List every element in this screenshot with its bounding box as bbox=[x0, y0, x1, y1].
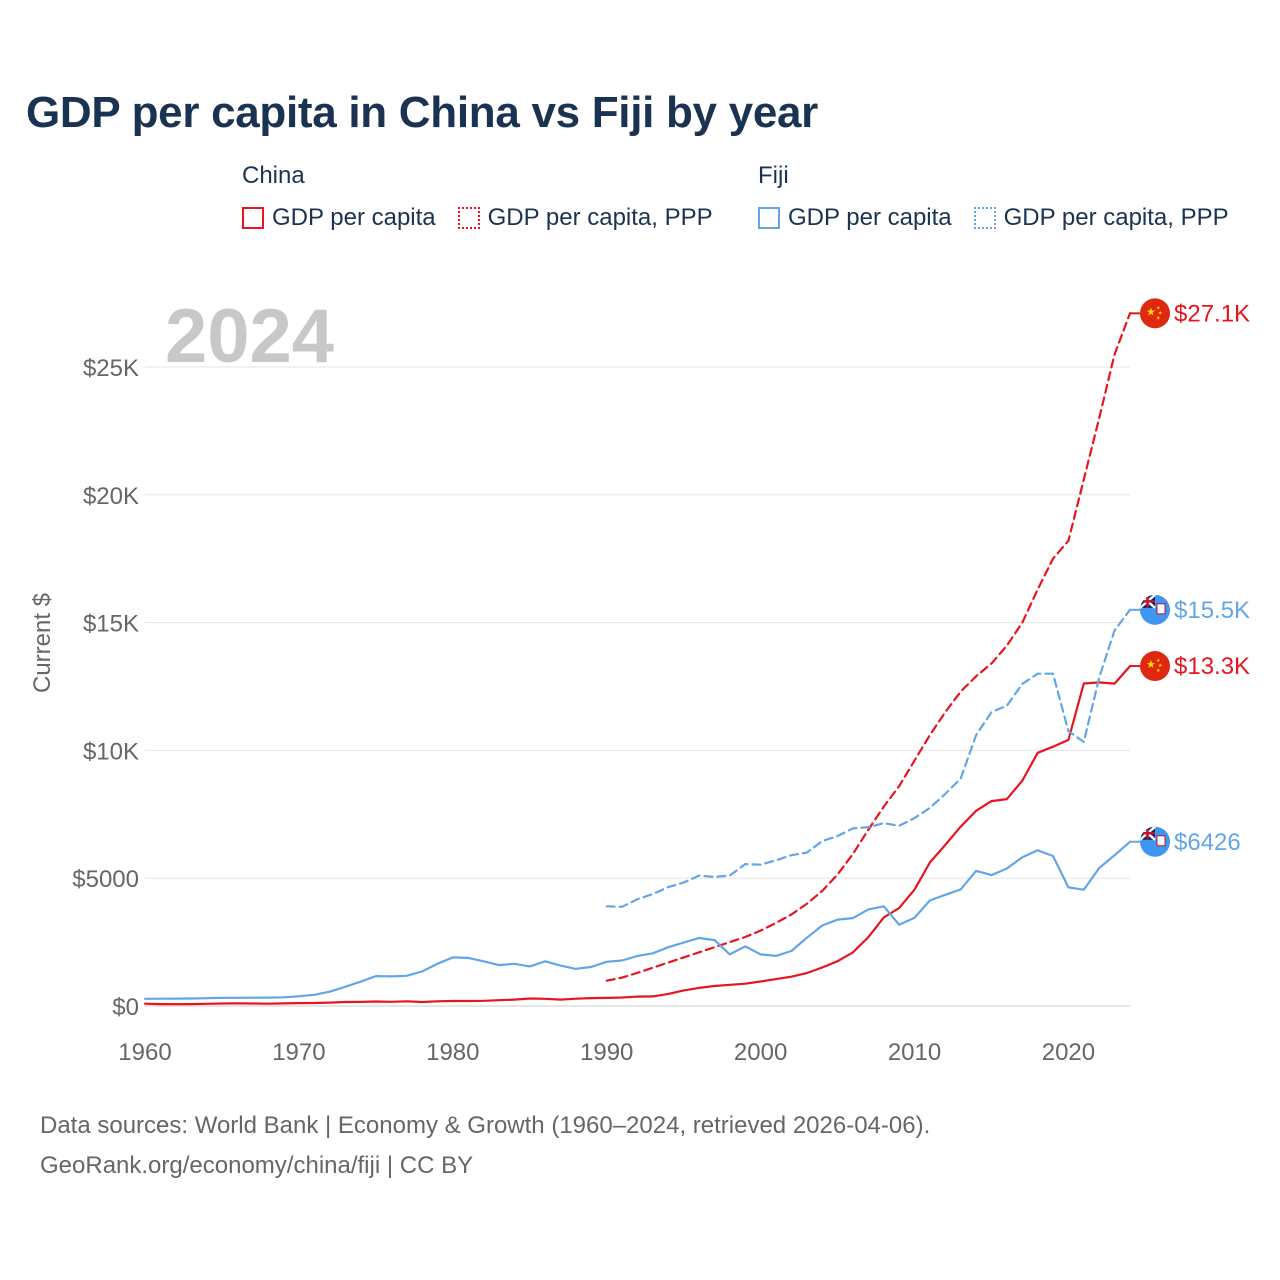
source-link[interactable]: GeoRank.org/economy/china/fiji | CC BY bbox=[40, 1152, 474, 1179]
y-tick-label: $20K bbox=[83, 483, 139, 510]
fiji-flag-icon bbox=[1140, 826, 1170, 857]
y-tick-label: $25K bbox=[83, 355, 139, 382]
page-title: GDP per capita in China vs Fiji by year bbox=[26, 88, 818, 137]
x-tick-label: 1960 bbox=[118, 1039, 171, 1066]
end-value-label: $6426 bbox=[1174, 829, 1241, 856]
legend-group-title: China bbox=[242, 162, 305, 189]
x-tick-label: 1970 bbox=[272, 1039, 325, 1066]
svg-text:★: ★ bbox=[1156, 668, 1161, 674]
series bbox=[143, 312, 1140, 1006]
legend-swatch-dotted-icon bbox=[973, 207, 996, 229]
svg-text:★: ★ bbox=[1156, 305, 1161, 311]
legend-item-label: GDP per capita, PPP bbox=[1003, 204, 1229, 231]
legend-group-title: Fiji bbox=[758, 162, 789, 189]
end-value-label: $13.3K bbox=[1174, 653, 1250, 680]
y-tick-label: $0 bbox=[112, 994, 139, 1021]
end-value-label: $15.5K bbox=[1174, 597, 1250, 624]
legend-item-china-gdp-ppp[interactable]: GDP per capita, PPP bbox=[457, 204, 713, 232]
svg-text:★: ★ bbox=[1156, 315, 1161, 321]
y-tick-label: $5000 bbox=[72, 866, 139, 893]
y-tick-label: $15K bbox=[83, 611, 139, 638]
grid bbox=[145, 366, 1130, 1007]
x-tick-label: 1990 bbox=[580, 1039, 633, 1066]
series-line-china-gdp-per-capita[interactable] bbox=[143, 664, 1132, 1006]
y-axis-title: Current $ bbox=[29, 593, 56, 693]
legend-swatch-dotted-icon bbox=[457, 207, 480, 229]
x-tick-label: 2000 bbox=[734, 1039, 787, 1066]
y-axis: $0 $5000 $10K $15K $20K $25K bbox=[72, 355, 139, 1021]
svg-text:★: ★ bbox=[1158, 310, 1163, 316]
china-flag-icon: ★ ★★★ bbox=[1140, 651, 1170, 682]
legend-group-fiji: Fiji GDP per capita GDP per capita, PPP bbox=[758, 162, 1229, 232]
series-line-fiji-gdp-per-capita-ppp[interactable] bbox=[605, 608, 1132, 908]
series-line-fiji-gdp-per-capita[interactable] bbox=[143, 840, 1132, 1000]
data-sources: Data sources: World Bank | Economy & Gro… bbox=[40, 1106, 930, 1186]
series-line-china-gdp-per-capita-ppp[interactable] bbox=[605, 312, 1132, 982]
x-tick-label: 2010 bbox=[888, 1039, 941, 1066]
legend-item-label: GDP per capita, PPP bbox=[487, 204, 713, 231]
source-line: Data sources: World Bank | Economy & Gro… bbox=[40, 1112, 931, 1139]
legend-group-china: China GDP per capita GDP per capita, PPP bbox=[242, 162, 713, 232]
china-flag-icon: ★ ★★★ bbox=[1140, 298, 1170, 329]
end-labels: ★ ★★★ $13.3K★ ★★★ $27.1K$6426$15.5K bbox=[1140, 298, 1250, 857]
x-tick-label: 2020 bbox=[1042, 1039, 1095, 1066]
legend-item-fiji-gdp[interactable]: GDP per capita bbox=[758, 204, 952, 232]
legend-swatch-solid-icon bbox=[242, 207, 264, 229]
legend-item-label: GDP per capita bbox=[788, 204, 952, 231]
svg-text:★: ★ bbox=[1146, 305, 1156, 318]
end-value-label: $27.1K bbox=[1174, 300, 1250, 327]
x-axis: 1960 1970 1980 1990 2000 2010 2020 bbox=[118, 1039, 1095, 1066]
legend-item-label: GDP per capita bbox=[272, 204, 436, 231]
legend-item-china-gdp[interactable]: GDP per capita bbox=[242, 204, 436, 232]
svg-text:★: ★ bbox=[1146, 658, 1156, 671]
fiji-flag-icon bbox=[1140, 594, 1170, 625]
legend-swatch-solid-icon bbox=[758, 207, 780, 229]
svg-text:★: ★ bbox=[1156, 658, 1161, 664]
svg-text:★: ★ bbox=[1158, 663, 1163, 669]
year-watermark: 2024 bbox=[165, 294, 334, 379]
y-tick-label: $10K bbox=[83, 738, 139, 765]
legend-item-fiji-gdp-ppp[interactable]: GDP per capita, PPP bbox=[973, 204, 1229, 232]
x-tick-label: 1980 bbox=[426, 1039, 479, 1066]
